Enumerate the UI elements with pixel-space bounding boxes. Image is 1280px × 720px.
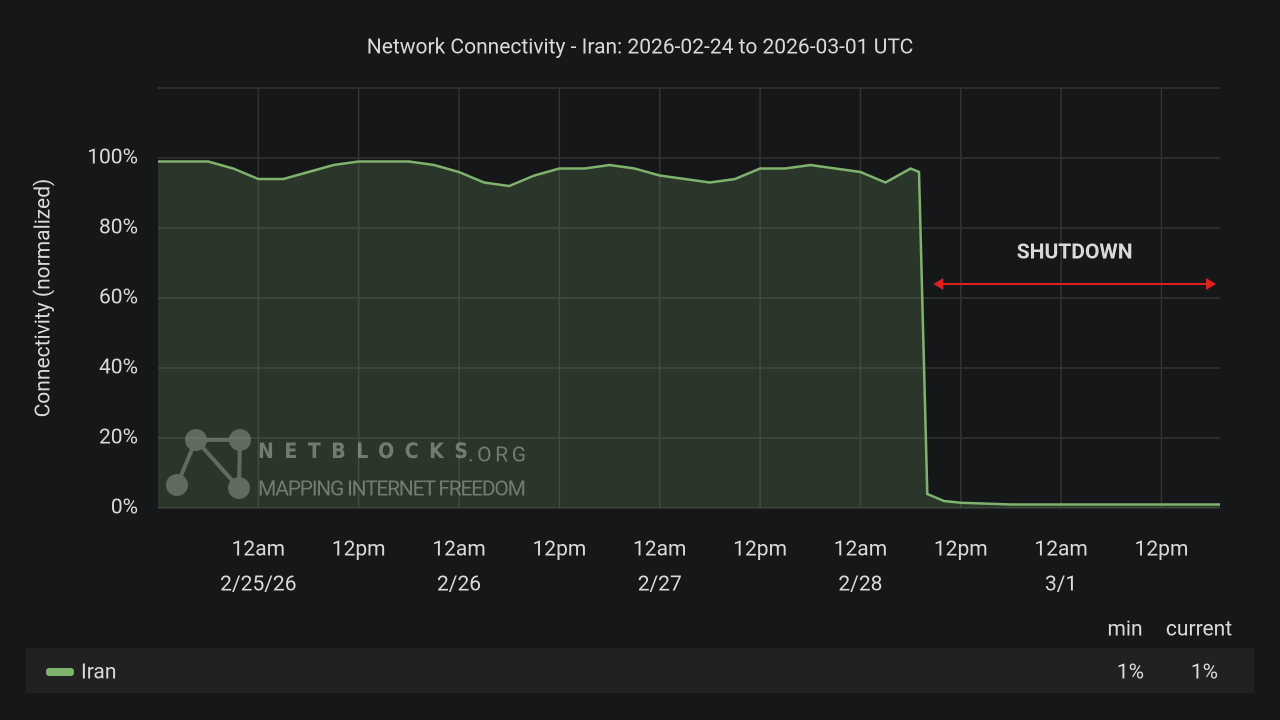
x-date-label: 2/25/26	[220, 573, 296, 597]
watermark-node	[185, 429, 207, 451]
y-tick-label: 0%	[111, 496, 138, 520]
y-tick-label: 20%	[99, 426, 138, 450]
x-date-label: 2/27	[638, 573, 682, 597]
watermark-node	[228, 477, 250, 499]
legend-swatch	[46, 668, 74, 676]
x-tick-label: 12pm	[733, 538, 787, 562]
legend-value: 1%	[1191, 661, 1218, 685]
line	[158, 160, 1220, 506]
x-tick-label: 12am	[633, 538, 686, 562]
annotation-text: SHUTDOWN	[1017, 241, 1133, 265]
y-tick-label: 100%	[87, 146, 138, 170]
legend-bar	[26, 648, 1254, 693]
watermark-node	[229, 429, 251, 451]
arrow-head	[933, 278, 944, 290]
watermark-brand: NETBLOCKS	[258, 439, 468, 463]
legend-header: min	[1107, 618, 1142, 642]
y-axis-label: Connectivity (normalized)	[32, 179, 56, 418]
x-date-label: 2/26	[437, 573, 481, 597]
watermark-links	[175, 438, 242, 490]
arrow-head	[1206, 278, 1216, 290]
x-tick-label: 12am	[1034, 538, 1087, 562]
chart-title: Network Connectivity - Iran: 2026-02-24 …	[367, 36, 914, 60]
watermark: NETBLOCKS .ORG MAPPING INTERNET FREEDOM	[166, 429, 526, 502]
x-tick-label: 12am	[232, 538, 285, 562]
watermark-suffix: .ORG	[468, 444, 526, 468]
area	[158, 161, 1220, 508]
watermark-tagline: MAPPING INTERNET FREEDOM	[258, 478, 526, 502]
x-date-label: 2/28	[838, 573, 882, 597]
x-tick-label: 12pm	[532, 538, 586, 562]
y-tick-label: 80%	[99, 216, 138, 240]
y-tick-label: 60%	[99, 286, 138, 310]
x-tick-label: 12pm	[934, 538, 988, 562]
legend-label: Iran	[81, 661, 116, 685]
x-tick-label: 12pm	[332, 538, 386, 562]
x-date-label: 3/1	[1045, 573, 1077, 597]
x-tick-label: 12pm	[1135, 538, 1189, 562]
legend-header: current	[1166, 618, 1232, 642]
y-tick-label: 40%	[99, 356, 138, 380]
watermark-node	[166, 474, 188, 496]
x-tick-label: 12am	[432, 538, 485, 562]
x-tick-label: 12am	[834, 538, 887, 562]
legend-value: 1%	[1117, 661, 1144, 685]
